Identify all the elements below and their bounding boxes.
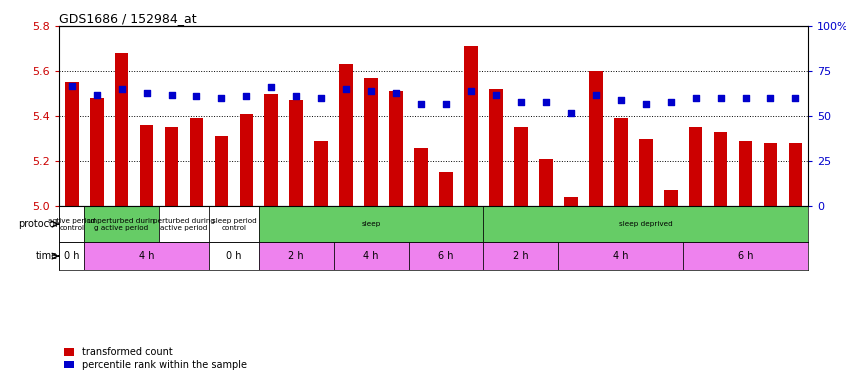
Bar (464, 46, 478, 206)
Point (764, 95, 777, 101)
Bar (684, 242, 808, 270)
Bar (115, 53, 129, 206)
Bar (365, 78, 378, 206)
Point (689, 95, 702, 101)
Bar (209, 242, 259, 270)
Bar (165, 128, 179, 206)
Text: perturbed during
active period: perturbed during active period (153, 218, 215, 231)
Text: 6 h: 6 h (438, 251, 453, 261)
Bar (389, 92, 403, 206)
Text: 4 h: 4 h (613, 251, 629, 261)
Bar (209, 206, 259, 242)
Text: unperturbed durin
g active period: unperturbed durin g active period (88, 218, 155, 231)
Bar (59, 242, 84, 270)
Point (639, 100, 652, 106)
Point (439, 100, 453, 106)
Bar (190, 118, 203, 206)
Text: sleep deprived: sleep deprived (618, 221, 673, 227)
Bar (558, 242, 684, 270)
Point (514, 99, 528, 105)
Point (115, 86, 129, 92)
Text: active period
control: active period control (48, 218, 96, 231)
Bar (439, 172, 453, 206)
Text: 2 h: 2 h (288, 251, 304, 261)
Bar (714, 132, 728, 206)
Point (489, 92, 503, 98)
Bar (239, 114, 253, 206)
Text: 4 h: 4 h (364, 251, 379, 261)
Text: 0 h: 0 h (64, 251, 80, 261)
Bar (589, 71, 602, 206)
Bar (484, 242, 558, 270)
Bar (140, 125, 153, 206)
Bar (90, 98, 103, 206)
Bar (59, 206, 84, 242)
Bar (564, 197, 578, 206)
Bar (614, 118, 628, 206)
Bar (764, 143, 777, 206)
Bar (484, 206, 808, 242)
Point (265, 84, 278, 90)
Text: 2 h: 2 h (514, 251, 529, 261)
Point (140, 90, 153, 96)
Text: sleep period
control: sleep period control (212, 218, 256, 231)
Text: 0 h: 0 h (226, 251, 242, 261)
Point (589, 92, 602, 98)
Bar (409, 242, 484, 270)
Bar (339, 64, 353, 206)
Legend: transformed count, percentile rank within the sample: transformed count, percentile rank withi… (64, 347, 246, 370)
Point (614, 97, 628, 103)
Bar (215, 136, 228, 206)
Point (315, 95, 328, 101)
Text: 6 h: 6 h (738, 251, 753, 261)
Point (539, 99, 552, 105)
Point (664, 99, 678, 105)
Point (365, 88, 378, 94)
Point (239, 93, 253, 99)
Point (289, 93, 303, 99)
Point (739, 95, 752, 101)
Bar (259, 242, 333, 270)
Point (564, 110, 578, 116)
Bar (289, 100, 303, 206)
Bar (159, 206, 209, 242)
Point (90, 92, 103, 98)
Bar (739, 141, 752, 206)
Point (464, 88, 478, 94)
Text: protocol: protocol (19, 219, 58, 229)
Bar (639, 139, 652, 206)
Text: 4 h: 4 h (139, 251, 154, 261)
Bar (259, 206, 483, 242)
Point (339, 86, 353, 92)
Bar (514, 128, 528, 206)
Bar (489, 89, 503, 206)
Point (714, 95, 728, 101)
Point (190, 93, 203, 99)
Bar (415, 148, 428, 206)
Text: GDS1686 / 152984_at: GDS1686 / 152984_at (59, 12, 197, 25)
Bar (664, 190, 678, 206)
Point (788, 95, 802, 101)
Point (389, 90, 403, 96)
Point (165, 92, 179, 98)
Point (415, 100, 428, 106)
Point (215, 95, 228, 101)
Bar (265, 94, 278, 206)
Bar (689, 128, 702, 206)
Bar (84, 206, 159, 242)
Bar (333, 242, 409, 270)
Point (65, 82, 79, 88)
Text: time: time (36, 251, 58, 261)
Bar (788, 143, 802, 206)
Text: sleep: sleep (361, 221, 381, 227)
Bar (84, 242, 209, 270)
Bar (65, 82, 79, 206)
Bar (539, 159, 552, 206)
Bar (315, 141, 328, 206)
